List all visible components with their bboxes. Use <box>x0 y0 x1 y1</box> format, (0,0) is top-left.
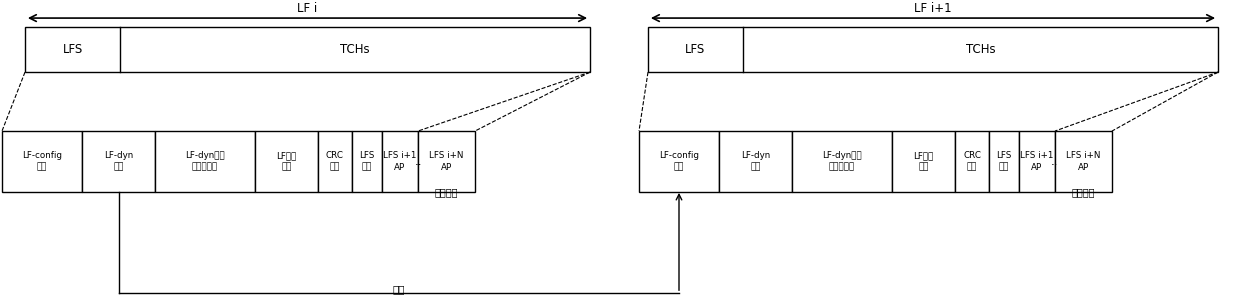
Text: LF-dyn
信令: LF-dyn 信令 <box>740 152 770 172</box>
Text: 附加校验: 附加校验 <box>1071 187 1095 197</box>
Bar <box>639 131 719 192</box>
Bar <box>649 27 1218 72</box>
Bar <box>1055 131 1112 192</box>
Text: ..: .. <box>1052 155 1059 168</box>
Bar <box>25 27 590 72</box>
Bar <box>82 131 155 192</box>
Bar <box>892 131 955 192</box>
Text: LFS i+N
AP: LFS i+N AP <box>429 152 464 172</box>
Text: LF i: LF i <box>298 2 317 15</box>
Bar <box>719 131 792 192</box>
Bar <box>792 131 892 192</box>
Text: LFS i+1
AP: LFS i+1 AP <box>383 152 417 172</box>
Text: LF-config
信令: LF-config 信令 <box>22 152 62 172</box>
Text: LFS i+N
AP: LFS i+N AP <box>1066 152 1101 172</box>
Bar <box>418 131 475 192</box>
Bar <box>1019 131 1055 192</box>
Text: LFS
填充: LFS 填充 <box>360 152 374 172</box>
Text: LF扩展
信令: LF扩展 信令 <box>914 152 934 172</box>
Text: LF-config
信令: LF-config 信令 <box>658 152 699 172</box>
Text: 重复: 重复 <box>393 284 405 294</box>
Text: TCHs: TCHs <box>966 43 996 56</box>
Text: ..: .. <box>414 155 422 168</box>
Bar <box>990 131 1019 192</box>
Bar <box>352 131 382 192</box>
Text: LFS: LFS <box>686 43 706 56</box>
Text: LFS: LFS <box>62 43 83 56</box>
Text: LF-dyn信令
数据的重复: LF-dyn信令 数据的重复 <box>185 152 224 172</box>
Text: TCHs: TCHs <box>340 43 370 56</box>
Bar <box>255 131 317 192</box>
Text: LFS i+1
AP: LFS i+1 AP <box>1021 152 1054 172</box>
Bar <box>317 131 352 192</box>
Bar <box>382 131 418 192</box>
Text: CRC
校验: CRC 校验 <box>326 152 343 172</box>
Text: LF扩展
信令: LF扩展 信令 <box>277 152 296 172</box>
Text: LF-dyn
信令: LF-dyn 信令 <box>104 152 133 172</box>
Bar <box>2 131 82 192</box>
Text: CRC
校验: CRC 校验 <box>963 152 981 172</box>
Bar <box>955 131 990 192</box>
Text: 附加校验: 附加校验 <box>435 187 459 197</box>
Text: LF-dyn信令
数据的重复: LF-dyn信令 数据的重复 <box>822 152 862 172</box>
Text: LF i+1: LF i+1 <box>914 2 952 15</box>
Bar <box>155 131 255 192</box>
Text: LFS
填充: LFS 填充 <box>996 152 1012 172</box>
